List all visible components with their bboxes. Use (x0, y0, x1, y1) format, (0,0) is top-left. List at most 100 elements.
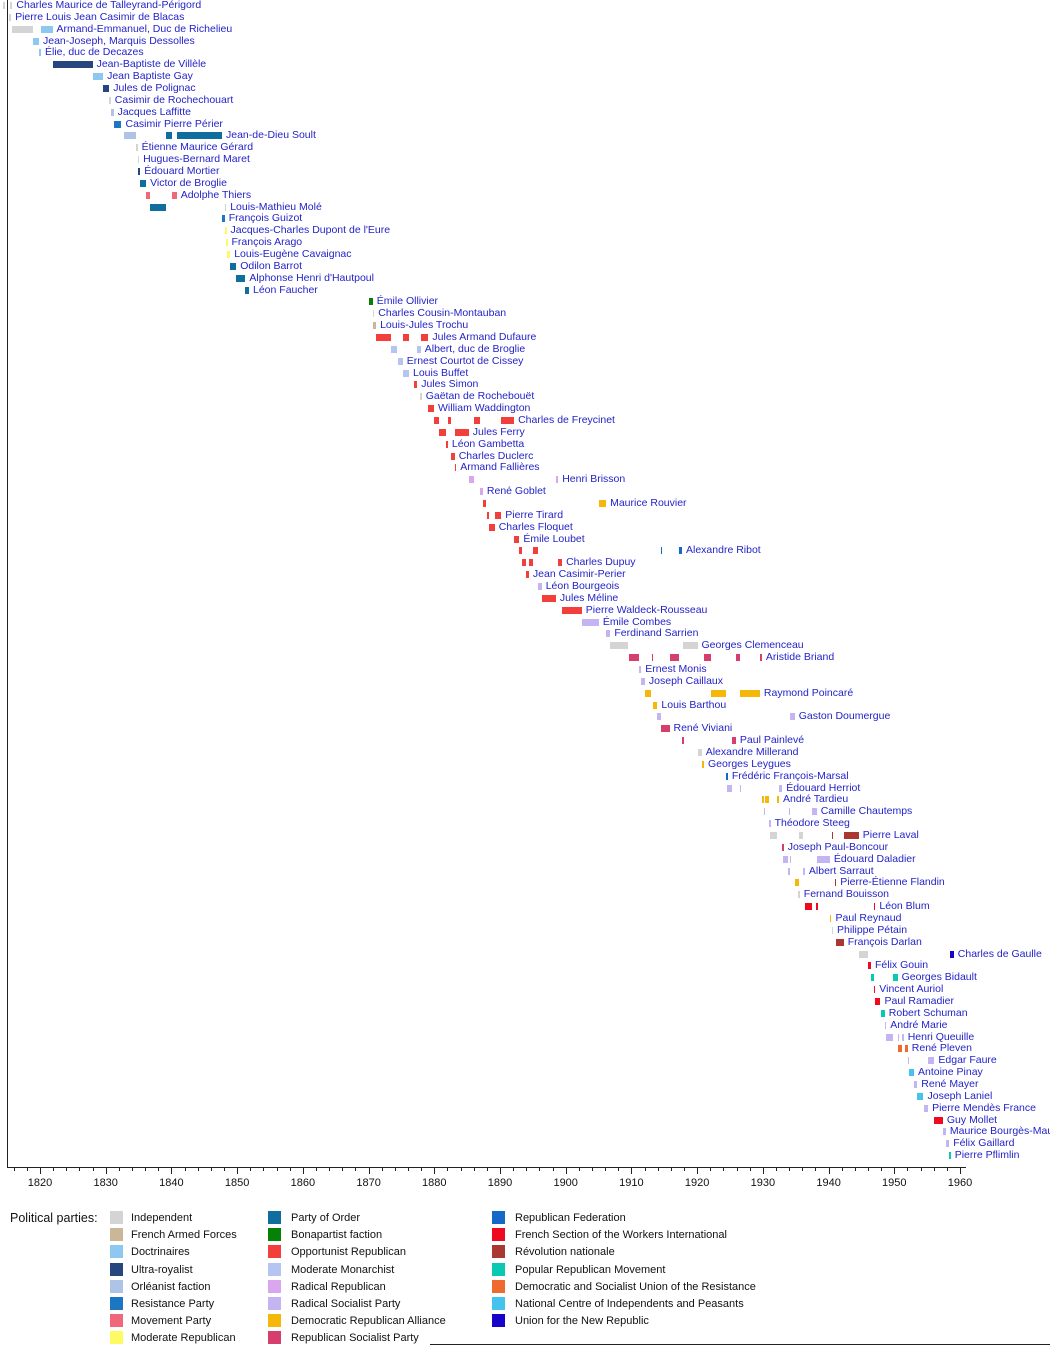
person-label[interactable]: Léon Faucher (253, 283, 318, 296)
person-label[interactable]: Frédéric François-Marsal (731, 769, 849, 782)
person-label[interactable]: Charles Cousin-Montauban (378, 307, 507, 320)
person-label[interactable]: Pierre Mendès France (932, 1101, 1036, 1114)
person-label[interactable]: François Arago (231, 236, 303, 249)
person-label[interactable]: Alexandre Millerand (705, 746, 799, 758)
person-label[interactable]: Émile Loubet (523, 532, 585, 545)
person-label[interactable]: Pierre Pflimlin (954, 1149, 1020, 1162)
person-label[interactable]: Élie, duc de Decazes (45, 46, 144, 59)
term-bar (166, 132, 173, 140)
person-label[interactable]: Pierre-Étienne Flandin (840, 876, 945, 889)
person-label[interactable]: Georges Leygues (708, 757, 791, 770)
person-label[interactable]: Henri Queuille (907, 1030, 975, 1043)
person-label[interactable]: Maurice Bourgès-Maunoury (949, 1125, 1050, 1138)
person-label[interactable]: Charles Dupuy (566, 556, 636, 569)
person-label[interactable]: Gaston Doumergue (798, 710, 891, 723)
person-label[interactable]: Léon Gambetta (451, 437, 525, 450)
person-label[interactable]: François Darlan (847, 935, 922, 948)
person-label[interactable]: André Tardieu (783, 793, 849, 806)
person-label[interactable]: Alphonse Henri d'Hautpoul (249, 271, 374, 284)
person-label[interactable]: Armand Fallières (460, 461, 540, 474)
person-label[interactable]: Antoine Pinay (918, 1066, 983, 1079)
person-label[interactable]: Casimir Pierre Périer (125, 117, 223, 130)
person-label[interactable]: René Goblet (486, 485, 546, 498)
person-label[interactable]: Pierre Tirard (505, 508, 564, 521)
person-label[interactable]: Victor de Broglie (150, 176, 227, 189)
person-label[interactable]: Jules Simon (421, 378, 479, 391)
person-label[interactable]: Étienne Maurice Gérard (141, 141, 254, 154)
person-label[interactable]: Émile Ollivier (376, 295, 439, 308)
person-label[interactable]: Félix Gouin (875, 959, 929, 972)
person-label[interactable]: Edgar Faure (938, 1054, 997, 1067)
person-label[interactable]: Jean-Joseph, Marquis Dessolles (43, 34, 195, 47)
person-label[interactable]: Édouard Mortier (144, 165, 220, 177)
person-label[interactable]: Louis-Eugène Cavaignac (234, 248, 352, 260)
person-label[interactable]: Édouard Herriot (786, 781, 861, 794)
person-label[interactable]: Charles Duclerc (458, 449, 534, 462)
person-label[interactable]: Georges Bidault (901, 971, 977, 984)
person-label[interactable]: Jean Baptiste Gay (107, 70, 193, 83)
person-label[interactable]: Charles de Freycinet (518, 414, 615, 426)
person-label[interactable]: Jules Armand Dufaure (432, 331, 537, 343)
person-label[interactable]: Raymond Poincaré (763, 686, 854, 699)
person-label[interactable]: Guy Mollet (946, 1113, 998, 1126)
person-label[interactable]: Odilon Barrot (240, 259, 303, 272)
person-label[interactable]: Robert Schuman (888, 1006, 968, 1019)
person-label[interactable]: Émile Combes (602, 615, 672, 628)
person-label[interactable]: Albert, duc de Broglie (424, 342, 526, 355)
person-label[interactable]: André Marie (890, 1018, 948, 1031)
person-label[interactable]: Joseph Caillaux (648, 674, 724, 687)
person-label[interactable]: Hugues-Bernard Maret (143, 153, 250, 166)
person-label[interactable]: Félix Gaillard (953, 1137, 1015, 1150)
person-label[interactable]: Louis-Jules Trochu (380, 319, 469, 332)
person-label[interactable]: René Pleven (911, 1042, 972, 1055)
person-label[interactable]: René Viviani (673, 722, 733, 735)
person-label[interactable]: Camille Chautemps (820, 805, 913, 818)
person-label[interactable]: Louis-Mathieu Molé (230, 200, 322, 213)
person-label[interactable]: Jean-Baptiste de Villèle (96, 58, 207, 71)
person-label[interactable]: Jean-de-Dieu Soult (226, 129, 316, 142)
person-label[interactable]: Jacques Laffitte (117, 105, 191, 118)
person-label[interactable]: Aristide Briand (765, 651, 835, 664)
person-label[interactable]: Maurice Rouvier (610, 497, 687, 509)
person-label[interactable]: Vincent Auriol (879, 983, 944, 996)
person-label[interactable]: Adolphe Thiers (180, 188, 252, 201)
person-label[interactable]: Ernest Monis (645, 663, 707, 675)
person-label[interactable]: Théodore Steeg (774, 817, 850, 830)
person-label[interactable]: Fernand Bouisson (803, 888, 890, 901)
person-label[interactable]: Louis Buffet (413, 366, 469, 379)
person-label[interactable]: Jules Ferry (472, 425, 525, 438)
person-label[interactable]: Casimir de Rochechouart (114, 93, 234, 106)
person-label[interactable]: Joseph Laniel (927, 1089, 993, 1102)
person-label[interactable]: Édouard Daladier (833, 852, 916, 865)
person-label[interactable]: Léon Bourgeois (545, 580, 620, 592)
person-label[interactable]: William Waddington (438, 402, 531, 415)
person-label[interactable]: Alexandre Ribot (686, 544, 761, 557)
person-label[interactable]: Charles Maurice de Talleyrand-Périgord (16, 0, 202, 11)
person-label[interactable]: Pierre Waldeck-Rousseau (585, 603, 708, 616)
person-label[interactable]: Joseph Paul-Boncour (787, 840, 889, 853)
person-label[interactable]: Paul Ramadier (884, 995, 954, 1007)
person-label[interactable]: Paul Reynaud (835, 912, 902, 924)
person-label[interactable]: Georges Clemenceau (701, 639, 804, 652)
person-label[interactable]: Léon Blum (879, 900, 930, 913)
term-bar (140, 179, 147, 187)
person-label[interactable]: Charles de Gaulle (957, 947, 1042, 960)
person-label[interactable]: Pierre Laval (862, 829, 919, 841)
person-label[interactable]: Pierre Louis Jean Casimir de Blacas (15, 10, 185, 23)
person-label[interactable]: Paul Painlevé (739, 734, 805, 747)
person-label[interactable]: René Mayer (921, 1078, 979, 1090)
person-label[interactable]: Jules de Polignac (113, 82, 196, 94)
person-label[interactable]: Jacques-Charles Dupont de l'Eure (230, 224, 391, 237)
person-label[interactable]: Henri Brisson (562, 473, 626, 486)
person-label[interactable]: Armand-Emmanuel, Duc de Richelieu (56, 22, 233, 35)
person-label[interactable]: Albert Sarraut (808, 864, 874, 877)
person-label[interactable]: Charles Floquet (498, 520, 573, 533)
person-label[interactable]: Philippe Pétain (837, 923, 908, 936)
person-label[interactable]: François Guizot (228, 212, 303, 225)
person-label[interactable]: Ernest Courtot de Cissey (406, 354, 524, 367)
person-label[interactable]: Gaëtan de Rochebouët (425, 390, 535, 403)
person-label[interactable]: Ferdinand Sarrien (614, 627, 699, 640)
person-label[interactable]: Jean Casimir-Perier (532, 568, 626, 581)
person-label[interactable]: Jules Méline (559, 591, 619, 604)
person-label[interactable]: Louis Barthou (661, 698, 727, 711)
